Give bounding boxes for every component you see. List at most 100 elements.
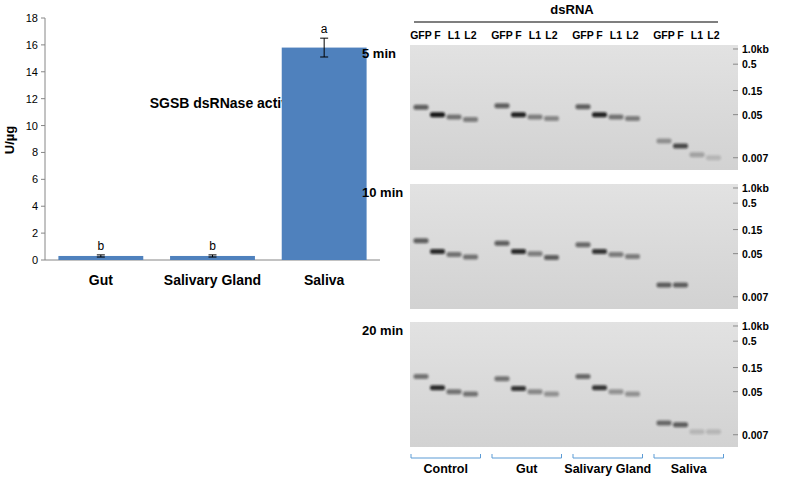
group-bracket: [492, 454, 562, 458]
group-label: Gut: [516, 462, 538, 476]
time-label: 5 min: [362, 46, 396, 61]
ladder-label: 0.05: [742, 248, 763, 260]
bar: [58, 256, 143, 260]
error-bar: [324, 38, 325, 57]
y-tick-label: 8: [32, 146, 38, 158]
y-tick-label: 0: [32, 254, 38, 266]
gel-band: [447, 114, 462, 119]
y-tick-label: 10: [26, 120, 38, 132]
y-tick: [41, 71, 45, 72]
y-tick: [41, 206, 45, 207]
error-cap: [320, 56, 328, 57]
gel-background: [410, 322, 738, 447]
gel-band: [576, 242, 591, 247]
group-bracket: [654, 454, 724, 458]
lane-label: L2: [626, 29, 638, 41]
ladder-tick: [733, 434, 738, 435]
y-tick-label: 6: [32, 173, 38, 185]
gel-band: [690, 429, 705, 434]
lane-label: GFP: [653, 29, 675, 41]
gel-band: [430, 112, 445, 117]
gel-band: [528, 114, 543, 119]
gel-band: [592, 249, 607, 254]
y-tick-label: 18: [26, 12, 38, 24]
y-tick: [41, 98, 45, 99]
significance-letter: a: [321, 22, 328, 36]
bars: [58, 38, 366, 260]
group-label: Saliva: [671, 462, 708, 476]
bands: [414, 374, 722, 434]
ladder-tick: [733, 253, 738, 254]
gel-band: [528, 251, 543, 256]
gel-band: [657, 139, 672, 144]
gel-band: [576, 104, 591, 109]
gel-background: [410, 184, 738, 309]
gel-band: [511, 386, 526, 391]
time-label: 10 min: [362, 185, 403, 200]
ladder-tick: [733, 296, 738, 297]
error-cap: [209, 257, 217, 258]
gel-band: [657, 282, 672, 287]
ladder-label: 1.0kb: [742, 320, 769, 332]
y-axis: [45, 18, 46, 260]
y-axis-label: U/µg: [2, 126, 17, 154]
gel-band: [544, 391, 559, 396]
y-tick: [41, 125, 45, 126]
header-line: [414, 21, 718, 22]
ladder-tick: [733, 157, 738, 158]
lane-label: F: [434, 29, 441, 41]
ladder-label: 0.15: [742, 362, 763, 374]
ladder-label: 0.5: [742, 197, 757, 209]
y-tick-label: 2: [32, 227, 38, 239]
gel-band: [511, 112, 526, 117]
figure: 024681012141618U/µgSGSB dsRNase activity…: [0, 0, 787, 480]
gel-band: [430, 385, 445, 390]
ladder-label: 1.0kb: [742, 43, 769, 55]
gel-band: [592, 385, 607, 390]
lane-label: GFP: [410, 29, 432, 41]
lane-label: L2: [464, 29, 476, 41]
gel-band: [430, 249, 445, 254]
gel-band: [414, 105, 429, 110]
ladder-tick: [733, 64, 738, 65]
gel-band: [625, 391, 640, 396]
ladder-tick: [733, 367, 738, 368]
lane-label: L1: [448, 29, 460, 41]
gel-band: [576, 374, 591, 379]
gel-band: [495, 376, 510, 381]
y-tick-label: 14: [26, 66, 38, 78]
ladder-tick: [733, 187, 738, 188]
gel-band: [528, 389, 543, 394]
gel-band: [463, 254, 478, 259]
gel-band: [609, 252, 624, 257]
lane-label: F: [515, 29, 522, 41]
ladder-label: 0.5: [742, 335, 757, 347]
gel-band: [706, 155, 721, 160]
lane-label: GFP: [572, 29, 594, 41]
gel-band: [690, 152, 705, 157]
group-bracket: [573, 454, 643, 458]
bands: [414, 103, 722, 160]
lane-label: L2: [707, 29, 719, 41]
lane-label: L1: [691, 29, 703, 41]
x-tick-label: Gut: [89, 272, 113, 288]
gel-background: [410, 45, 738, 170]
y-tick-label: 16: [26, 39, 38, 51]
ladder-label: 1.0kb: [742, 182, 769, 194]
x-tick-label: Saliva: [304, 272, 345, 288]
ladder-label: 0.05: [742, 109, 763, 121]
gel-band: [544, 116, 559, 121]
gel-band: [544, 255, 559, 260]
gel-band: [609, 389, 624, 394]
gel-band: [447, 389, 462, 394]
y-tick: [41, 44, 45, 45]
bands: [414, 238, 689, 287]
ladder-tick: [733, 341, 738, 342]
ladder-label: 0.5: [742, 58, 757, 70]
lane-label: GFP: [491, 29, 513, 41]
gel-band: [609, 114, 624, 119]
gel-band: [463, 391, 478, 396]
gel-band: [495, 103, 510, 108]
significance-letter: b: [209, 239, 216, 253]
group-label: Control: [424, 462, 468, 476]
